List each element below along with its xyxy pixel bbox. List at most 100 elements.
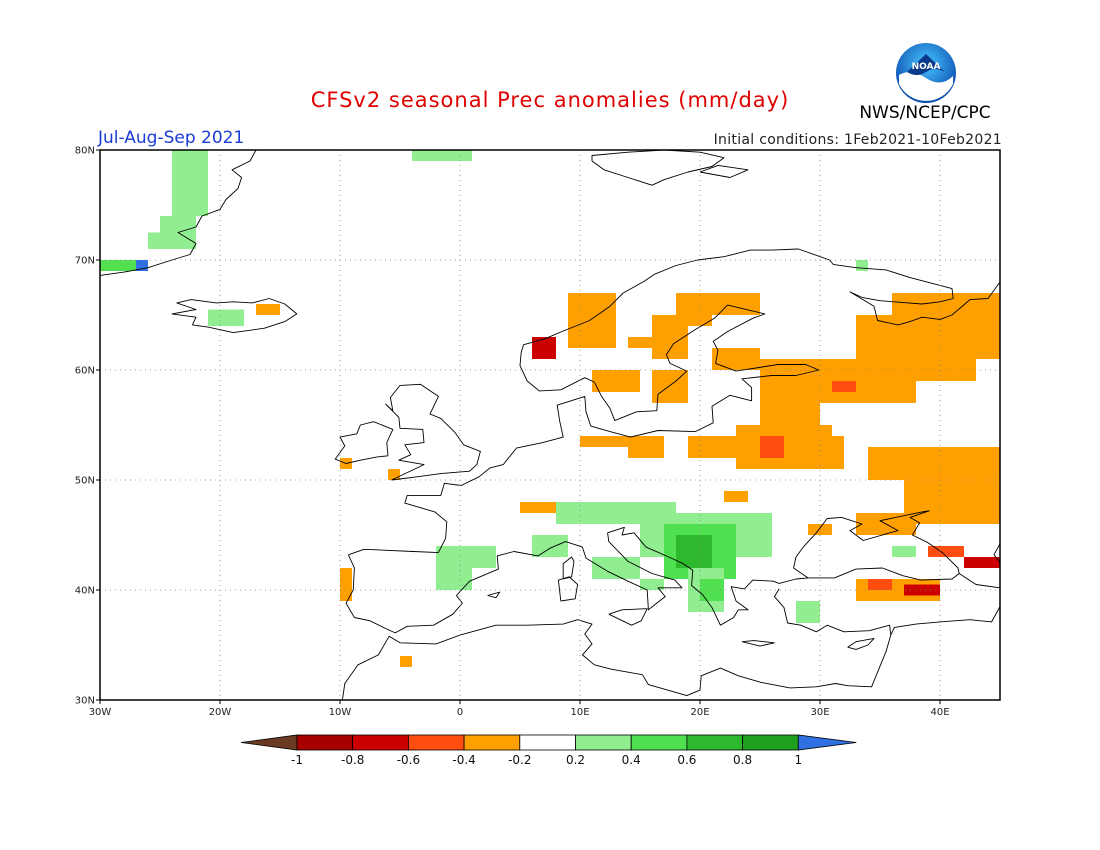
coastline <box>385 383 481 481</box>
anomaly-cell <box>796 601 820 623</box>
map-title: CFSv2 seasonal Prec anomalies (mm/day) <box>310 88 790 112</box>
anomaly-shading <box>100 150 1000 667</box>
anomaly-cell <box>172 150 208 216</box>
colorbar-segment <box>463 734 521 751</box>
anomaly-cell <box>136 260 148 271</box>
coastline <box>890 606 1001 636</box>
colorbar-label: 0.6 <box>677 753 696 767</box>
colorbar-segment <box>296 734 354 751</box>
lon-tick-label: 40E <box>930 707 949 718</box>
anomaly-cell <box>712 348 760 370</box>
agency-label: NWS/NCEP/CPC <box>859 103 991 123</box>
anomaly-cell <box>436 568 472 590</box>
colorbar-label: -0.2 <box>508 753 531 767</box>
logo-text: NOAA <box>912 62 941 72</box>
lat-tick-label: 30N <box>75 696 95 707</box>
colorbar-label: 0.4 <box>622 753 641 767</box>
coastline <box>99 149 257 276</box>
anomaly-cell <box>676 535 712 568</box>
coastline <box>958 573 1001 589</box>
colorbar-high-arrow <box>797 734 857 751</box>
anomaly-cell <box>532 337 556 359</box>
colorbar-label: 1 <box>794 753 802 767</box>
anomaly-cell <box>700 293 760 315</box>
lon-tick-label: 0 <box>457 707 463 718</box>
colorbar-segment <box>686 734 744 751</box>
anomaly-cell <box>832 381 856 392</box>
colorbar-segment <box>352 734 409 751</box>
anomaly-cell <box>340 568 352 601</box>
lat-tick-label: 50N <box>75 476 95 487</box>
coastline <box>562 556 575 580</box>
map-frame <box>99 149 1001 701</box>
colorbar-segment <box>630 734 688 751</box>
coastline <box>773 588 892 636</box>
anomaly-cell <box>628 337 652 348</box>
anomaly-cell <box>388 469 400 480</box>
anomaly-cell <box>760 436 784 458</box>
map-gridlines <box>100 150 1000 700</box>
lat-tick-label: 80N <box>75 146 95 157</box>
lon-tick-label: 30W <box>89 707 112 718</box>
colorbar-label: 0.2 <box>566 753 585 767</box>
coastline <box>345 510 960 634</box>
coastline <box>699 164 749 178</box>
anomaly-cell <box>400 656 412 667</box>
lat-tick-label: 40N <box>75 586 95 597</box>
lon-tick-label: 20E <box>690 707 709 718</box>
coastlines <box>99 149 1001 701</box>
anomaly-cell <box>796 436 844 469</box>
coastline <box>993 543 1001 563</box>
coastline <box>557 576 579 602</box>
coastline <box>348 248 1001 556</box>
anomaly-cell <box>724 491 748 502</box>
anomaly-cell <box>592 370 640 392</box>
lon-tick-label: 10E <box>570 707 589 718</box>
lat-tick-label: 70N <box>75 256 95 267</box>
anomaly-cell <box>892 546 916 557</box>
anomaly-cell <box>100 260 148 271</box>
colorbar-segment <box>407 734 465 751</box>
coastline <box>808 567 960 581</box>
colorbar-segment <box>519 734 576 751</box>
forecast-period: Jul-Aug-Sep 2021 <box>98 128 245 148</box>
colorbar-label: 0.8 <box>733 753 752 767</box>
coastline <box>608 608 648 626</box>
initial-conditions: Initial conditions: 1Feb2021-10Feb2021 <box>713 132 1002 148</box>
coastline <box>847 637 875 650</box>
anomaly-cell <box>580 436 628 447</box>
colorbar: -1 -0.8 -0.6 -0.4 -0.2 0.2 0.4 0.6 0.8 1 <box>240 734 857 767</box>
colorbar-label: -0.8 <box>341 753 364 767</box>
anomaly-cell <box>964 557 1000 568</box>
coastline <box>741 640 775 647</box>
colorbar-label: -0.6 <box>397 753 420 767</box>
lon-tick-label: 30E <box>810 707 829 718</box>
noaa-logo: NOAA <box>896 43 956 103</box>
anomaly-cell <box>640 579 664 590</box>
axis-ticks: 30N 40N 50N 60N 70N 80N 30W 20W 10W 0 10E 20E 30E 40E <box>75 146 950 719</box>
anomaly-cell <box>256 304 280 315</box>
colorbar-segment <box>575 734 632 751</box>
anomaly-cell <box>904 458 1000 524</box>
coastline <box>341 619 892 701</box>
colorbar-label: -1 <box>291 753 303 767</box>
colorbar-low-arrow <box>240 734 298 751</box>
anomaly-cell <box>148 232 196 249</box>
anomaly-cell <box>868 579 892 590</box>
coastline <box>334 421 394 464</box>
coastline <box>487 591 501 599</box>
anomaly-cell <box>808 524 832 535</box>
anomaly-cell <box>700 579 724 601</box>
anomaly-cell <box>928 546 964 557</box>
colorbar-segment <box>742 734 799 751</box>
lat-tick-label: 60N <box>75 366 95 377</box>
anomaly-cell <box>208 309 244 326</box>
coastline <box>591 149 725 186</box>
anomaly-cell <box>436 546 496 568</box>
anomaly-cell <box>688 436 748 458</box>
coastline <box>171 298 298 334</box>
lon-tick-label: 10W <box>329 707 352 718</box>
anomaly-cell <box>904 584 940 596</box>
anomaly-cell <box>532 535 568 557</box>
